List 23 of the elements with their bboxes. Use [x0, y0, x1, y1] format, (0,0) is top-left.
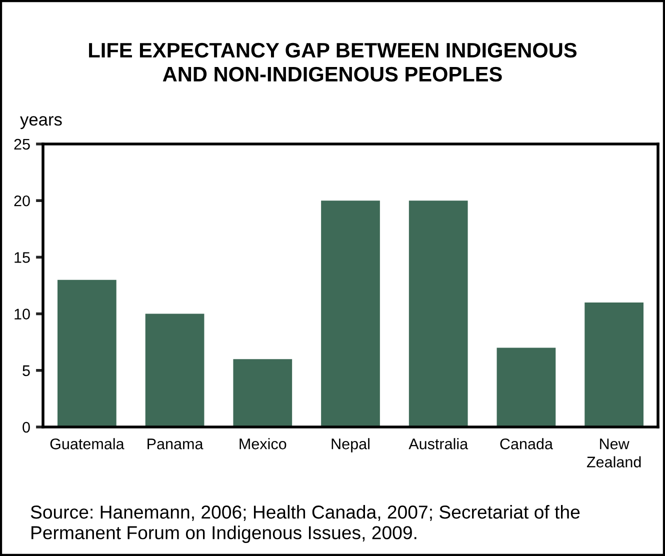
y-axis-title: years: [20, 116, 62, 130]
x-tick-label: Canada: [500, 438, 553, 450]
bar: [233, 359, 292, 427]
y-tick-label: 15: [14, 252, 30, 263]
bar: [584, 302, 644, 427]
y-tick-label: 10: [14, 308, 30, 320]
y-tick-label: 0: [22, 422, 30, 433]
y-tick-label: 5: [22, 365, 30, 376]
x-tick-label: Nepal: [332, 438, 370, 452]
x-tick-label: Guatemala: [50, 438, 124, 450]
x-tick-label: Australia: [408, 438, 468, 450]
y-tick-label: 20: [14, 195, 30, 206]
source-note: Source: Hanemann, 2006; Health Canada, 2007; Secretariat of the Permanent Forum on Indigenous Issues, 2009.: [30, 505, 580, 543]
bar: [408, 200, 468, 427]
chart-title: LIFE EXPECTANCY GAP BETWEEN INDIGENOUS AND NON-INDIGENOUS PEOPLES: [89, 42, 577, 82]
x-tick-label: Mexico: [240, 438, 286, 450]
bar: [57, 280, 116, 427]
x-tick-label: New Zealand: [586, 438, 641, 468]
bar: [321, 200, 380, 427]
bar: [145, 314, 204, 427]
x-tick-label: Panama: [148, 438, 204, 450]
bar: [496, 348, 556, 427]
y-tick-label: 25: [14, 138, 30, 150]
